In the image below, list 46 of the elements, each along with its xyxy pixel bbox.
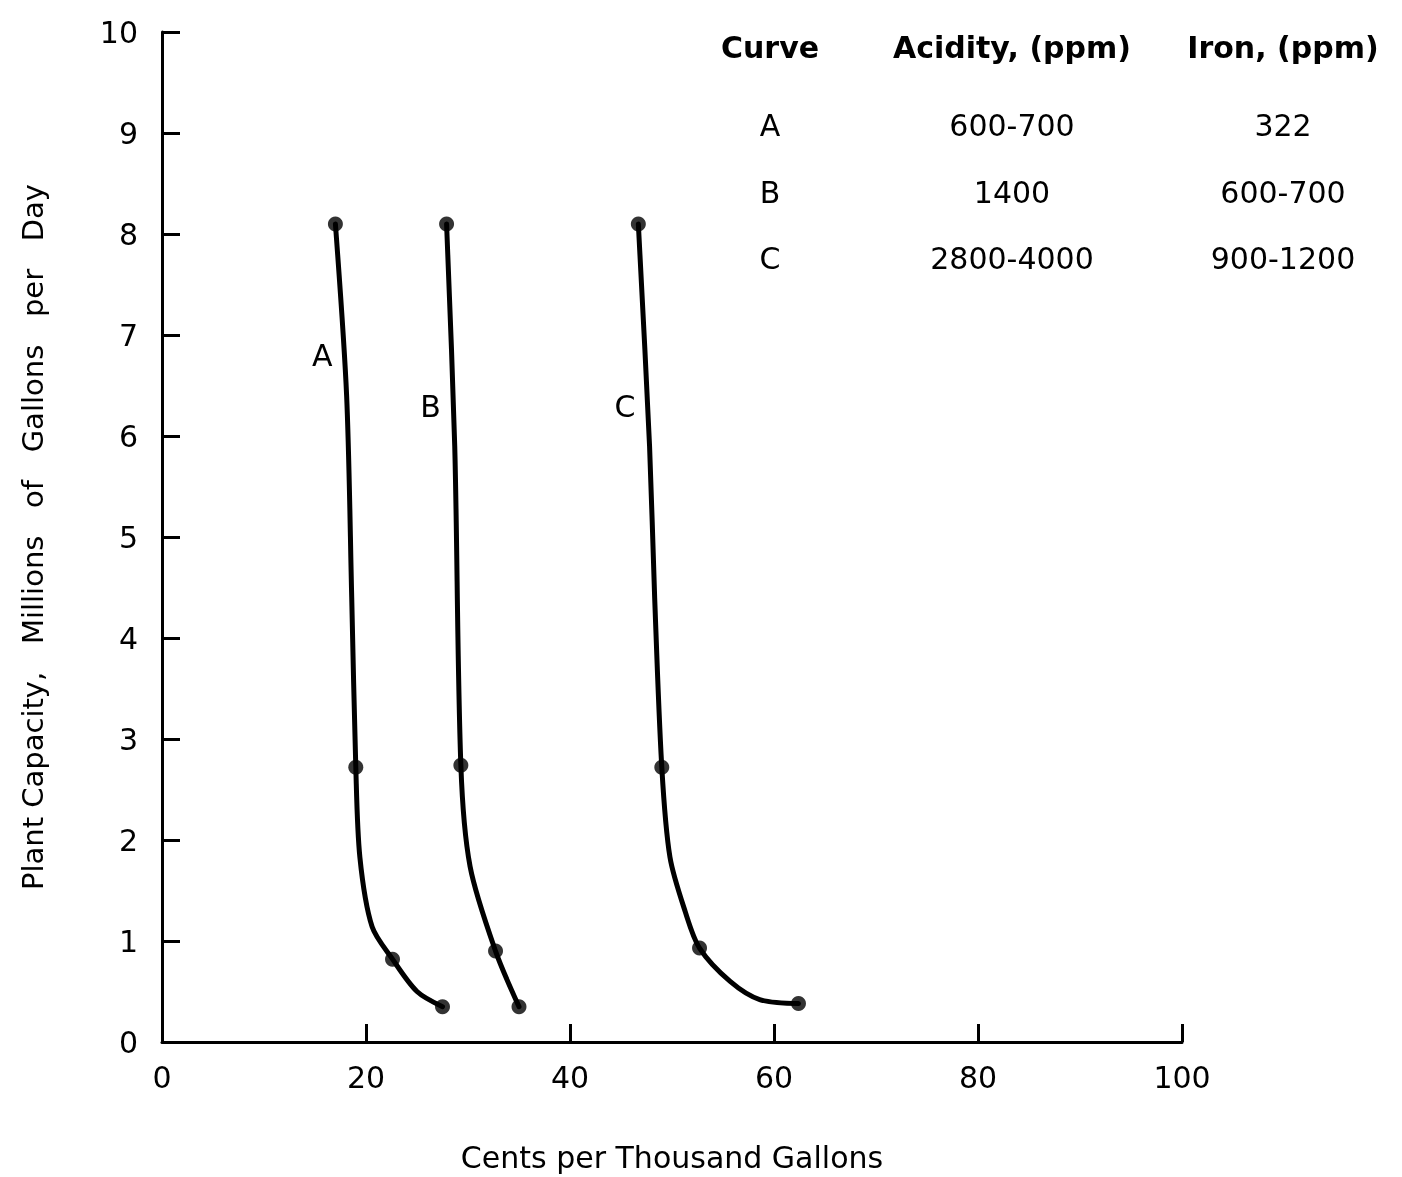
- point: [348, 759, 364, 775]
- point: [439, 216, 455, 232]
- x-tick-label: 20: [346, 1059, 386, 1095]
- point: [435, 999, 450, 1015]
- y-axis-title: Plant Capacity, Millions of Gallons per Day: [15, 184, 50, 890]
- y-tick-label: 0: [118, 1024, 138, 1060]
- y-tick-label: 10: [99, 14, 138, 50]
- x-tick-label: 40: [550, 1059, 590, 1095]
- series-label: B: [420, 388, 441, 424]
- text: 600-700: [1220, 174, 1346, 210]
- y-tick-label: 5: [118, 519, 138, 555]
- series-label: A: [312, 338, 334, 374]
- y-tick-label: 6: [118, 418, 138, 454]
- x-tick-label: 80: [958, 1059, 998, 1095]
- annotation: Acidity, (ppm): [892, 29, 1132, 65]
- x-axis-title: Cents per Thousand Gallons: [460, 1139, 884, 1175]
- y-tick-label: 8: [118, 216, 138, 252]
- point: [385, 951, 401, 967]
- point: [791, 996, 806, 1012]
- point: [692, 940, 708, 956]
- x-tick-label: 60: [754, 1059, 794, 1095]
- x-tick-label: 100: [1153, 1059, 1211, 1095]
- x-tick-label: 0: [152, 1059, 172, 1095]
- text: 322: [1254, 107, 1312, 143]
- point: [488, 943, 504, 959]
- y-tick-label: 2: [118, 822, 138, 858]
- annotation: 2800-4000: [930, 240, 1094, 276]
- annotation: 1400: [973, 174, 1051, 210]
- y-tick-label: 7: [118, 317, 138, 353]
- y-tick-label: 4: [118, 620, 138, 656]
- point: [654, 759, 670, 775]
- annotation: Curve: [720, 29, 820, 65]
- text: 900-1200: [1210, 240, 1356, 276]
- y-tick-label: 1: [118, 923, 138, 959]
- annotation: C: [759, 240, 781, 276]
- y-tick-label: 9: [118, 115, 138, 151]
- point: [453, 757, 469, 773]
- annotation: 600-700: [949, 107, 1075, 143]
- series-label: C: [614, 388, 636, 424]
- point: [630, 216, 646, 232]
- point: [327, 216, 343, 232]
- annotation: A: [759, 107, 781, 143]
- annotation: B: [759, 174, 781, 210]
- text: Iron, (ppm): [1187, 29, 1379, 65]
- y-tick-label: 3: [118, 721, 138, 757]
- point: [511, 999, 527, 1015]
